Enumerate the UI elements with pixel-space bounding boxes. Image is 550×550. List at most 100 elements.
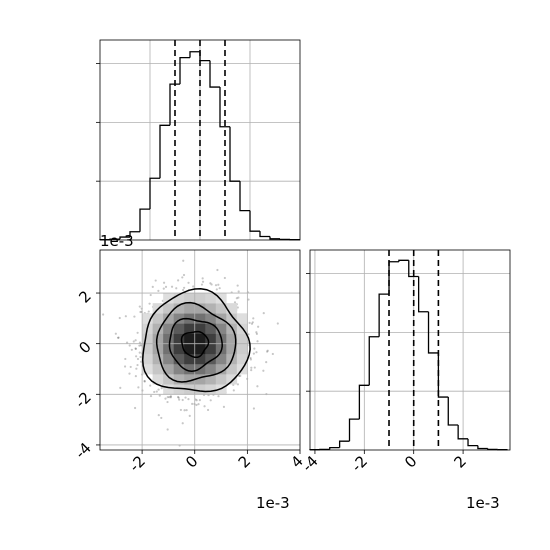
density-cell bbox=[173, 313, 185, 324]
scatter-point bbox=[250, 322, 254, 325]
scatter-point bbox=[136, 363, 139, 367]
scatter-point bbox=[164, 397, 167, 400]
hist-bin-14 bbox=[447, 397, 459, 426]
scatter-point bbox=[162, 281, 166, 284]
scatter-point bbox=[135, 367, 138, 370]
joint-contours bbox=[141, 287, 251, 393]
scatter-point bbox=[249, 356, 252, 360]
scatter-point bbox=[181, 422, 184, 425]
scatter-point bbox=[249, 358, 252, 361]
scatter-point bbox=[124, 357, 127, 361]
scatter-point bbox=[183, 409, 186, 412]
density-cell bbox=[163, 363, 174, 375]
scatter-point bbox=[138, 344, 141, 347]
density-cell bbox=[215, 374, 227, 385]
density-cell bbox=[173, 293, 185, 304]
scatter-point bbox=[182, 259, 185, 262]
scatter-point bbox=[181, 276, 184, 279]
density-cell bbox=[215, 353, 227, 365]
marginal-hist-x2-x-offset-label: 1e-3 bbox=[466, 494, 500, 512]
density-cell bbox=[226, 313, 238, 324]
scatter-point bbox=[237, 296, 240, 299]
density-cell bbox=[173, 323, 185, 334]
density-cell bbox=[215, 384, 227, 395]
hist-bin-12 bbox=[219, 87, 230, 128]
hist-bin-18 bbox=[279, 238, 290, 241]
hist-bin-11 bbox=[417, 276, 429, 313]
density-cell bbox=[152, 353, 164, 365]
scatter-point bbox=[149, 394, 153, 398]
density-cell bbox=[236, 333, 248, 344]
scatter-point bbox=[155, 390, 158, 393]
scatter-point bbox=[195, 399, 198, 402]
hist-bin-17 bbox=[477, 445, 488, 450]
hist-bin-16 bbox=[259, 231, 270, 238]
density-cell bbox=[205, 303, 217, 314]
density-cell bbox=[163, 353, 174, 365]
scatter-point bbox=[200, 283, 204, 286]
scatter-point bbox=[247, 298, 250, 301]
hist-bin-6 bbox=[368, 336, 380, 386]
marginal-hist-x2-yticks bbox=[306, 273, 310, 392]
density-cell bbox=[236, 313, 248, 324]
density-cell bbox=[226, 333, 238, 344]
density-cell bbox=[173, 384, 185, 395]
hist-bin-14 bbox=[239, 181, 250, 212]
density-cell bbox=[163, 384, 174, 395]
density-cell bbox=[215, 363, 227, 375]
scatter-point bbox=[139, 355, 142, 359]
density-cell bbox=[142, 343, 153, 355]
scatter-point bbox=[124, 315, 127, 318]
density-cell bbox=[226, 343, 238, 355]
scatter-point bbox=[252, 317, 255, 320]
density-cell bbox=[226, 363, 238, 375]
density-cell bbox=[205, 293, 217, 304]
density-cell bbox=[184, 363, 196, 375]
density-cell bbox=[194, 313, 206, 324]
scatter-point bbox=[181, 398, 184, 402]
scatter-point bbox=[255, 332, 258, 335]
scatter-point bbox=[237, 290, 240, 293]
scatter-point bbox=[143, 380, 146, 383]
marginal-hist-x1-frame bbox=[99, 39, 301, 241]
hist-bin-15 bbox=[249, 210, 260, 232]
scatter-point bbox=[266, 349, 269, 352]
scatter-point bbox=[137, 386, 140, 389]
density-cell bbox=[163, 293, 174, 304]
scatter-point bbox=[138, 341, 142, 344]
scatter-point bbox=[157, 413, 160, 417]
scatter-point bbox=[218, 287, 221, 290]
scatter-point bbox=[216, 268, 219, 272]
scatter-point bbox=[276, 322, 279, 325]
density-cell bbox=[184, 323, 196, 334]
scatter-point bbox=[136, 357, 140, 361]
hist-bin-2 bbox=[119, 236, 130, 240]
density-cell bbox=[215, 323, 227, 334]
scatter-point bbox=[153, 390, 156, 394]
scatter-point bbox=[133, 406, 137, 410]
scatter-point bbox=[233, 301, 237, 304]
scatter-point bbox=[192, 285, 195, 288]
scatter-point bbox=[262, 312, 265, 315]
scatter-point bbox=[134, 339, 137, 342]
density-cell bbox=[173, 353, 185, 365]
density-cell bbox=[163, 333, 174, 344]
density-cell bbox=[163, 323, 174, 334]
scatter-point bbox=[118, 316, 121, 320]
scatter-point bbox=[214, 284, 218, 287]
scatter-point bbox=[179, 408, 183, 412]
scatter-point bbox=[157, 388, 160, 391]
contour-level-2 bbox=[155, 301, 237, 383]
density-cell bbox=[184, 353, 196, 365]
hist-bin-4 bbox=[139, 208, 150, 232]
density-cell bbox=[236, 343, 248, 355]
scatter-point bbox=[236, 284, 239, 287]
scatter-point bbox=[170, 285, 174, 288]
scatter-point bbox=[210, 283, 213, 286]
scatter-point bbox=[149, 384, 152, 387]
scatter-point bbox=[148, 302, 151, 305]
scatter-point bbox=[128, 372, 131, 375]
density-cell bbox=[184, 374, 196, 385]
scatter-point bbox=[197, 403, 200, 406]
density-cell bbox=[184, 343, 196, 355]
